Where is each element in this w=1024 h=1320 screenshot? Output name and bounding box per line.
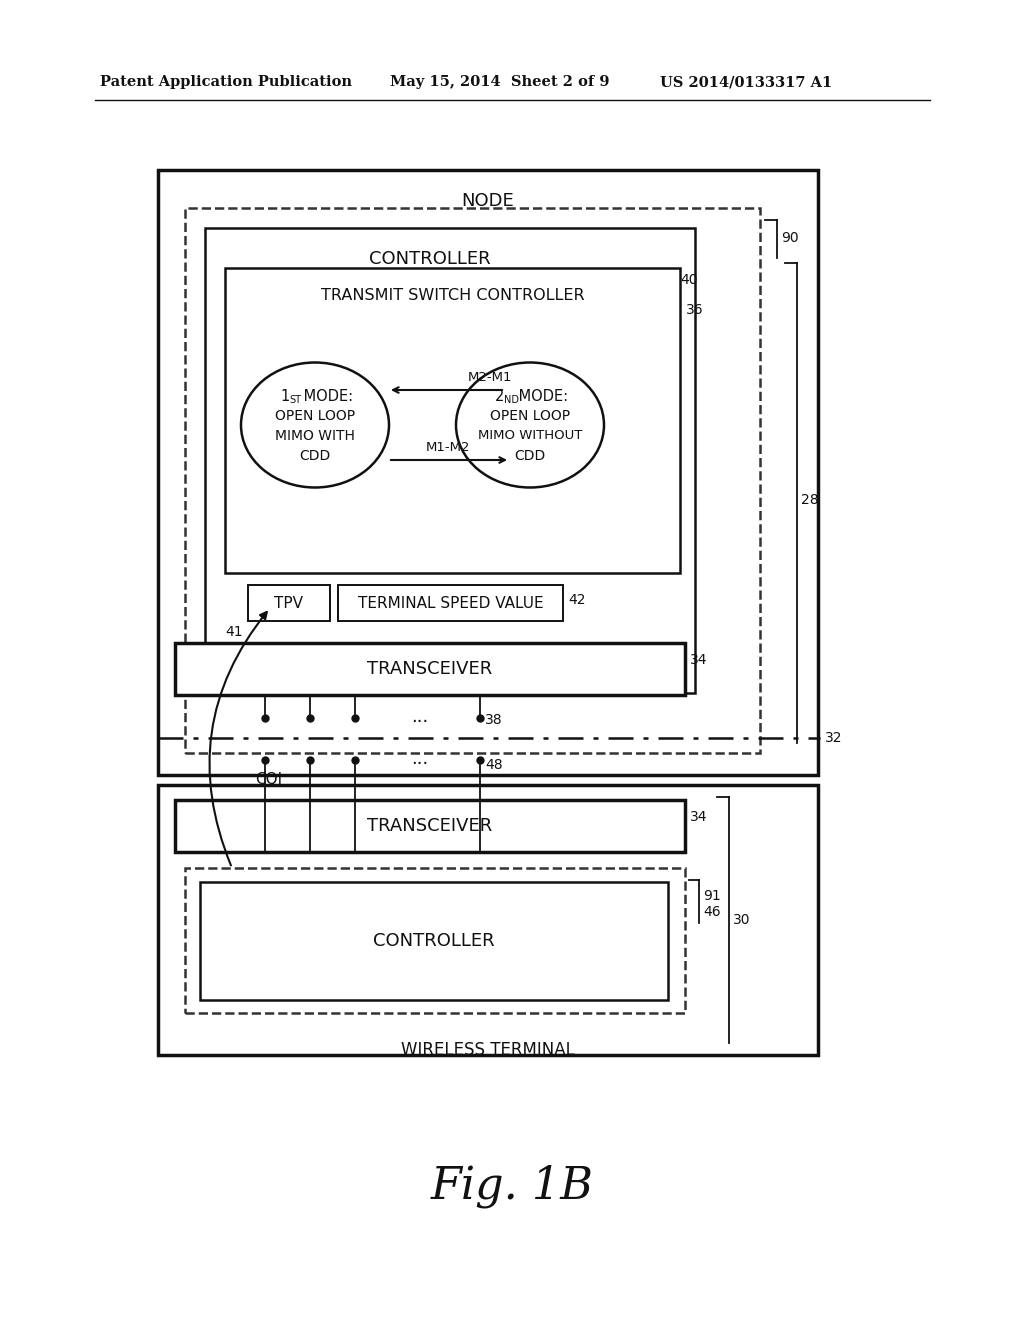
Text: MODE:: MODE:	[299, 389, 353, 404]
Bar	[158, 170, 818, 775]
Text: 38: 38	[485, 713, 503, 727]
Bar	[205, 228, 695, 693]
Bar	[338, 585, 563, 620]
Text: 34: 34	[690, 653, 708, 667]
Text: 28: 28	[801, 494, 818, 507]
Text: May 15, 2014  Sheet 2 of 9: May 15, 2014 Sheet 2 of 9	[390, 75, 609, 88]
Text: Patent Application Publication: Patent Application Publication	[100, 75, 352, 88]
Bar	[248, 585, 330, 620]
Text: 41: 41	[225, 624, 243, 639]
Bar	[200, 882, 668, 1001]
Text: 90: 90	[781, 231, 799, 246]
Bar	[175, 643, 685, 696]
Text: 1: 1	[280, 389, 289, 404]
Bar	[175, 800, 685, 851]
Text: 32: 32	[825, 731, 843, 744]
Text: 46: 46	[703, 906, 721, 919]
Text: ND: ND	[504, 395, 519, 405]
Text: CONTROLLER: CONTROLLER	[373, 932, 495, 950]
Text: 34: 34	[690, 810, 708, 824]
Text: TPV: TPV	[274, 595, 303, 610]
Text: CDD: CDD	[299, 449, 331, 463]
Text: ...: ...	[412, 708, 429, 726]
Bar	[158, 785, 818, 1055]
Text: CDD: CDD	[514, 449, 546, 463]
Text: 48: 48	[485, 758, 503, 772]
Text: ST: ST	[289, 395, 301, 405]
Bar	[185, 869, 685, 1012]
Text: M1-M2: M1-M2	[426, 441, 470, 454]
Text: TRANSCEIVER: TRANSCEIVER	[368, 660, 493, 678]
Text: 30: 30	[733, 913, 751, 927]
Ellipse shape	[456, 363, 604, 487]
Text: CQI: CQI	[255, 772, 283, 787]
Text: 36: 36	[686, 304, 703, 317]
Bar	[185, 209, 760, 752]
Text: OPEN LOOP: OPEN LOOP	[489, 409, 570, 422]
Text: 91: 91	[703, 888, 721, 903]
Text: 42: 42	[568, 593, 586, 607]
Text: MIMO WITH: MIMO WITH	[275, 429, 355, 444]
Text: US 2014/0133317 A1: US 2014/0133317 A1	[660, 75, 833, 88]
Text: MIMO WITHOUT: MIMO WITHOUT	[478, 429, 583, 442]
Text: 2: 2	[495, 389, 505, 404]
Text: MODE:: MODE:	[514, 389, 568, 404]
Text: WIRELESS TERMINAL: WIRELESS TERMINAL	[401, 1041, 574, 1059]
Text: ...: ...	[412, 750, 429, 768]
Text: CONTROLLER: CONTROLLER	[370, 249, 490, 268]
Text: NODE: NODE	[462, 191, 514, 210]
Text: 40: 40	[680, 273, 697, 286]
Text: TRANSCEIVER: TRANSCEIVER	[368, 817, 493, 836]
Text: TERMINAL SPEED VALUE: TERMINAL SPEED VALUE	[357, 595, 544, 610]
Ellipse shape	[241, 363, 389, 487]
Text: Fig. 1B: Fig. 1B	[430, 1166, 594, 1209]
Text: M2-M1: M2-M1	[468, 371, 512, 384]
Bar	[225, 268, 680, 573]
Text: OPEN LOOP: OPEN LOOP	[274, 409, 355, 422]
Text: TRANSMIT SWITCH CONTROLLER: TRANSMIT SWITCH CONTROLLER	[321, 288, 585, 304]
